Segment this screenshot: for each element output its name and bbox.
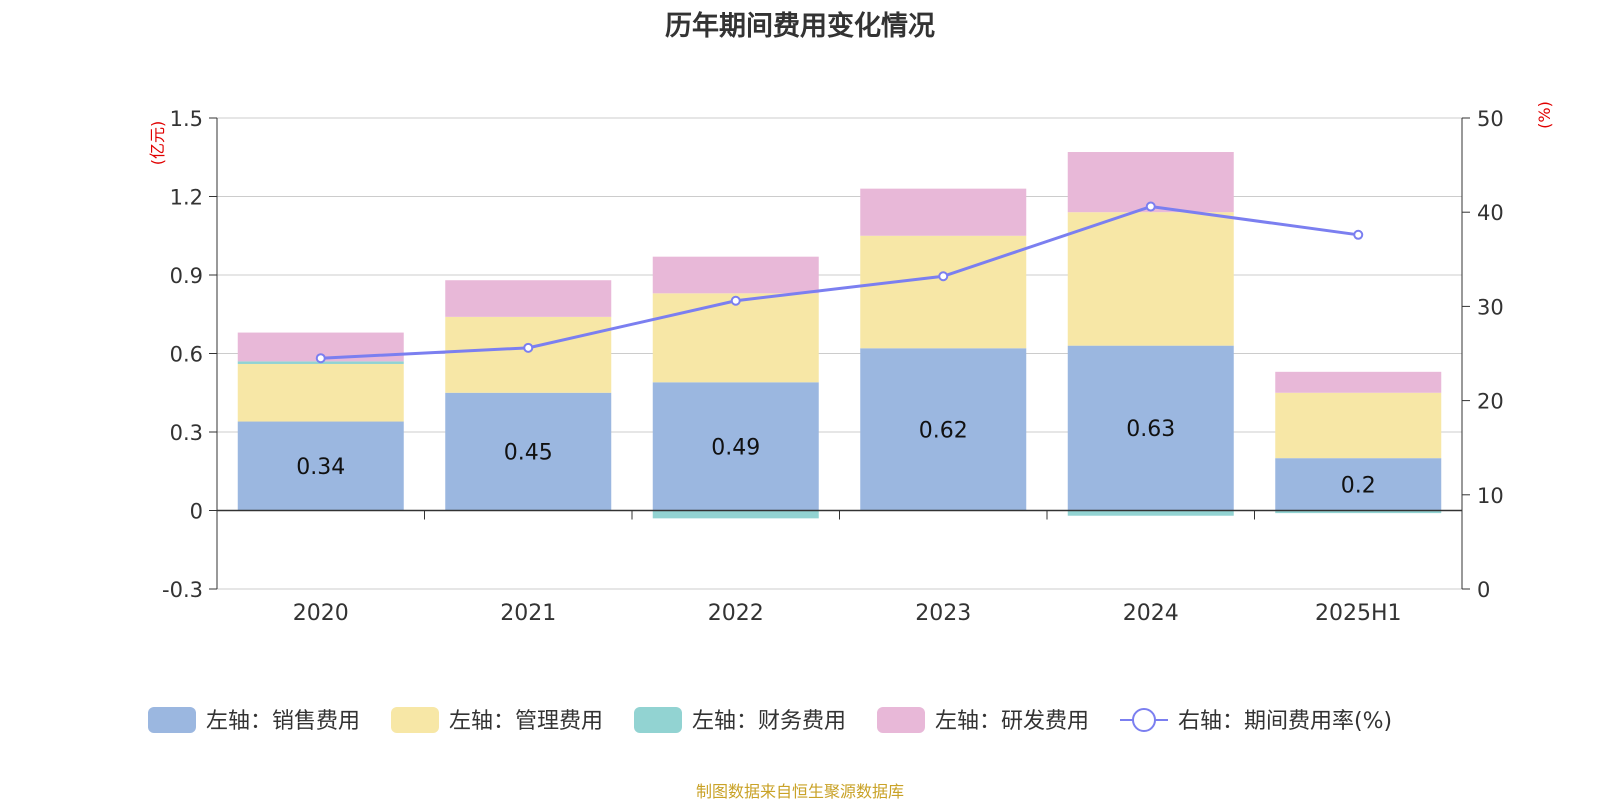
- bar-labels: 0.34 0.45 0.49 0.62 0.63 0.2: [296, 417, 1375, 498]
- bar-data-label: 0.2: [1341, 473, 1376, 498]
- legend-marker: [1132, 708, 1156, 732]
- y-left-unit-label: (亿元): [148, 121, 167, 166]
- expense-rate-point: [315, 353, 326, 364]
- x-tick-label: 2020: [293, 601, 349, 626]
- legend-swatch: [391, 707, 439, 733]
- bar-segment: [1275, 458, 1442, 511]
- bar-segment: [1275, 510, 1442, 514]
- expense-rate-line: [320, 205, 1359, 360]
- y-left-tick-label: -0.3: [162, 578, 203, 602]
- bar-segment: [652, 510, 819, 519]
- bar-segment: [652, 293, 819, 383]
- legend[interactable]: 左轴：销售费用 左轴：管理费用 左轴：财务费用 左轴：研发费用 右轴：期间费用率(%): [148, 707, 1392, 734]
- expense-rate-point: [938, 271, 949, 282]
- legend-swatch: [634, 707, 682, 733]
- source-note: 制图数据来自恒生聚源数据库: [695, 782, 904, 801]
- bar-data-label: 0.34: [296, 455, 345, 480]
- bar-segment: [237, 421, 404, 511]
- legend-swatch: [148, 707, 196, 733]
- y-left-tick-label: 0: [190, 500, 203, 524]
- y-right-tick-label: 20: [1477, 390, 1504, 414]
- bar-segment: [1067, 212, 1234, 346]
- legend-label: 左轴：研发费用: [935, 709, 1089, 734]
- x-tick-label: 2024: [1123, 601, 1179, 626]
- legend-label: 左轴：销售费用: [206, 709, 360, 734]
- bar-segment: [860, 188, 1027, 236]
- legend-label: 左轴：管理费用: [449, 709, 603, 734]
- bar-segment: [1067, 510, 1234, 516]
- y-right-tick-label: 40: [1477, 201, 1504, 225]
- x-tick-label: 2023: [915, 601, 971, 626]
- bar-segment: [445, 280, 612, 317]
- expense-rate-point: [1353, 229, 1364, 240]
- bar-segment: [652, 382, 819, 511]
- bar-data-label: 0.45: [504, 441, 553, 466]
- expense-rate-point: [730, 295, 741, 306]
- y-left-tick-label: 1.5: [170, 107, 203, 131]
- bar-segment: [860, 348, 1027, 511]
- chart-title: 历年期间费用变化情况: [665, 11, 935, 42]
- y-left-tick-label: 1.2: [170, 186, 203, 210]
- x-tick-label: 2025H1: [1315, 601, 1402, 626]
- y-right-tick-label: 50: [1477, 107, 1504, 131]
- y-right-tick-label: 10: [1477, 484, 1504, 508]
- y-right-tick-label: 0: [1477, 578, 1490, 602]
- axes: -0.3 0 0.3 0.6 0.9 1.2 1.5 0 10 20 30 40 50 (亿元) (%) 20…: [148, 101, 1554, 626]
- x-tick-label: 2021: [500, 601, 556, 626]
- bar-data-label: 0.63: [1126, 417, 1175, 442]
- y-right-tick-label: 30: [1477, 295, 1504, 319]
- bar-segment: [860, 235, 1027, 349]
- bar-data-label: 0.62: [919, 418, 968, 443]
- y-left-tick-label: 0.3: [170, 421, 203, 445]
- expense-rate-point: [1145, 201, 1156, 212]
- bar-segment: [1275, 392, 1442, 459]
- bar-data-label: 0.49: [711, 435, 760, 460]
- expense-rate-point: [523, 342, 534, 353]
- bar-segment: [1275, 371, 1442, 393]
- legend-label: 左轴：财务费用: [692, 709, 846, 734]
- y-left-tick-label: 0.6: [170, 343, 203, 367]
- bar-segment: [237, 363, 404, 422]
- y-left-tick-label: 0.9: [170, 264, 203, 288]
- x-tick-label: 2022: [708, 601, 764, 626]
- bar-segment: [445, 316, 612, 393]
- bar-segment: [652, 256, 819, 294]
- bars: [237, 152, 1442, 519]
- bar-segment: [445, 392, 612, 511]
- line-series: [315, 201, 1364, 364]
- legend-swatch: [877, 707, 925, 733]
- bar-segment: [1067, 345, 1234, 511]
- legend-label: 右轴：期间费用率(%): [1178, 709, 1392, 734]
- y-right-unit-label: (%): [1535, 101, 1554, 129]
